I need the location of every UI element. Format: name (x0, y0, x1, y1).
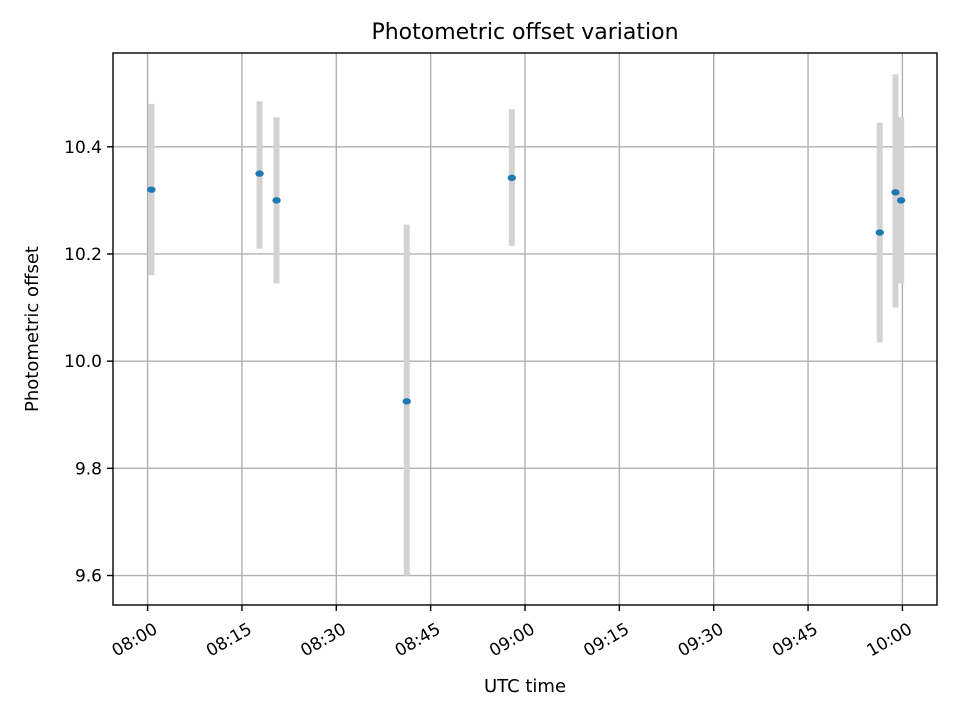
data-point (147, 186, 156, 193)
y-tick-label: 10.4 (64, 138, 102, 158)
y-tick-label: 9.8 (75, 459, 102, 479)
data-point (896, 197, 906, 204)
data-point (507, 174, 516, 182)
y-axis-ticks: 9.6 9.8 10.0 10.2 10.4 (64, 138, 113, 587)
grid (113, 53, 937, 605)
data-point (891, 189, 900, 196)
y-tick-label: 10.0 (64, 352, 102, 372)
data-points (147, 170, 906, 405)
y-tick-label: 10.2 (64, 245, 102, 265)
data-point (255, 170, 264, 177)
y-tick-label: 9.6 (75, 567, 102, 587)
data-point (272, 197, 281, 204)
chart-title: Photometric offset variation (371, 20, 678, 45)
y-axis-label: Photometric offset (22, 246, 43, 412)
data-point (402, 398, 411, 405)
x-axis-label: UTC time (484, 676, 566, 697)
data-point (875, 229, 884, 236)
